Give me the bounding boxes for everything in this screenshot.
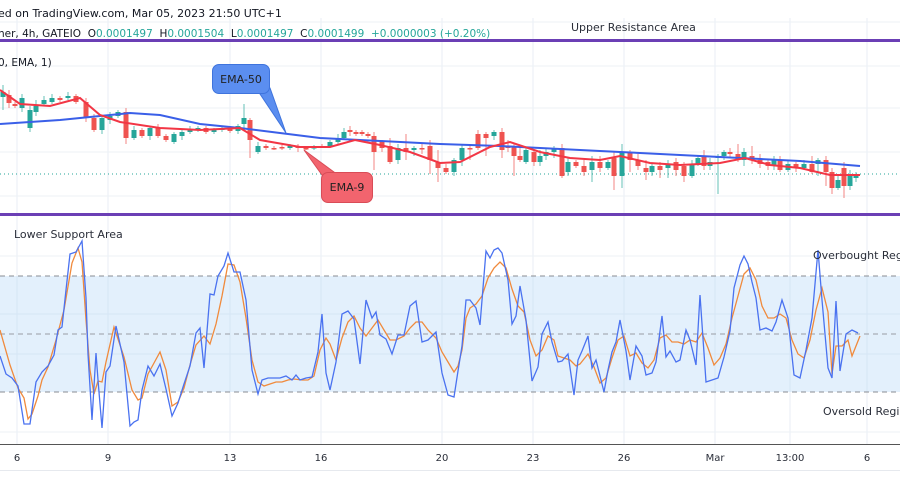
time-label: Mar (705, 453, 725, 464)
time-label: 20 (435, 453, 449, 464)
upper-resistance-label: Upper Resistance Area (571, 21, 696, 34)
time-label: 9 (104, 453, 112, 464)
ema-50-line (0, 111, 861, 167)
time-label: 13:00 (775, 453, 805, 464)
candlestick-series (0, 85, 859, 198)
ema-9-line (0, 89, 860, 176)
symbol-name: her, 4h, GATEIO (0, 28, 82, 40)
lower-support-label: Lower Support Area (14, 228, 123, 241)
time-label: 13 (223, 453, 237, 464)
open-label: O (87, 28, 96, 40)
high-label: H (159, 28, 168, 40)
time-label: 6 (13, 453, 21, 464)
overbought-label: Overbought Regi (813, 249, 900, 262)
close-value: 0.0001499 (307, 28, 365, 40)
low-label: L (230, 28, 237, 40)
time-label: 16 (314, 453, 328, 464)
ema50-callout-tail (255, 87, 287, 134)
ema50-callout: EMA-50 (212, 64, 270, 94)
ema9-callout-text: EMA-9 (329, 181, 365, 194)
stoch-k-line (0, 238, 859, 429)
oversold-label: Oversold Regio (823, 405, 900, 418)
published-caption: ed on TradingView.com, Mar 05, 2023 21:5… (0, 7, 282, 20)
stoch-d-line (0, 245, 861, 421)
indicator-legend[interactable]: 0, EMA, 1) (0, 57, 52, 69)
low-value: 0.0001497 (236, 28, 294, 40)
ema9-callout: EMA-9 (321, 172, 373, 203)
time-label: 6 (863, 453, 871, 464)
open-value: 0.0001497 (95, 28, 153, 40)
close-label: C (300, 28, 308, 40)
high-value: 0.0001504 (167, 28, 225, 40)
change-value: +0.0000003 (+0.20%) (370, 28, 491, 40)
time-label: 23 (526, 453, 540, 464)
grid-lines (0, 18, 900, 444)
time-label: 26 (617, 453, 631, 464)
ema50-callout-text: EMA-50 (220, 72, 262, 86)
symbol-info: her, 4h, GATEIO O0.0001497 H0.0001504 L0… (0, 28, 490, 41)
